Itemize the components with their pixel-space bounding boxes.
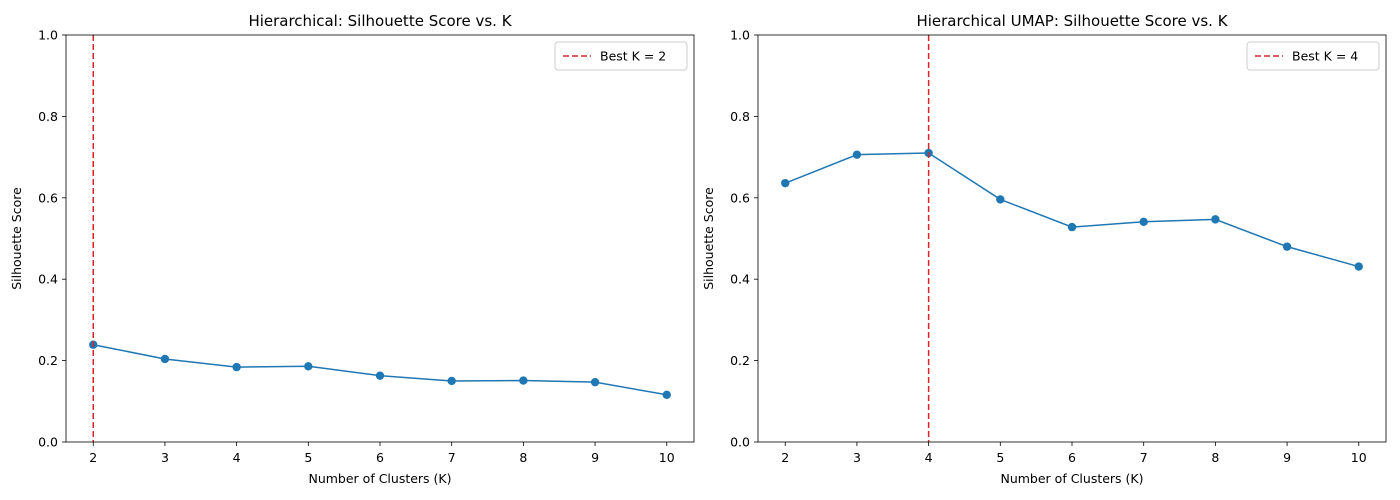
data-point: [447, 376, 456, 386]
data-point: [160, 354, 170, 364]
data-point: [232, 362, 241, 372]
x-tick-label: 7: [448, 450, 456, 465]
data-point: [662, 390, 671, 399]
chart-title: Hierarchical UMAP: Silhouette Score vs. …: [916, 12, 1228, 30]
data-point: [375, 371, 385, 380]
y-tick-label: 0.4: [38, 272, 58, 287]
data-point: [519, 376, 528, 385]
y-tick-label: 0.0: [38, 435, 58, 450]
data-point: [1139, 217, 1148, 227]
series-line: [784, 152, 1359, 268]
y-tick-label: 0.6: [38, 190, 58, 205]
data-point: [852, 150, 862, 159]
legend: Best K = 2: [554, 41, 688, 71]
chart-panel-2: Hierarchical UMAP: Silhouette Score vs. …: [701, 12, 1387, 486]
x-tick-label: 6: [1068, 450, 1076, 465]
y-tick-label: 0.4: [730, 272, 750, 287]
x-tick-label: 4: [233, 450, 241, 465]
chart-panel-1: Hierarchical: Silhouette Score vs. K 2 3 4 5…: [9, 12, 695, 486]
y-tick-label: 1.0: [730, 28, 750, 43]
x-tick-label: 9: [591, 450, 599, 465]
x-tick-label: 2: [781, 450, 789, 465]
x-axis-label: Number of Clusters (K): [308, 471, 451, 486]
data-point: [1067, 222, 1077, 232]
legend-label: Best K = 2: [600, 49, 666, 64]
legend-box: [554, 41, 688, 71]
data-point: [590, 377, 600, 387]
y-tick-label: 0.6: [730, 190, 750, 205]
y-tick-label: 0.2: [38, 353, 58, 368]
x-tick-label: 4: [925, 450, 933, 465]
x-tick-label: 7: [1140, 450, 1148, 465]
x-tick-label: 10: [659, 450, 675, 465]
x-tick-label: 6: [376, 450, 384, 465]
legend: Best K = 4: [1246, 41, 1380, 71]
chart-title: Hierarchical: Silhouette Score vs. K: [248, 12, 512, 30]
axes-frame: [65, 34, 695, 443]
x-tick-label: 5: [996, 450, 1004, 465]
x-tick-label: 3: [853, 450, 861, 465]
x-tick-label: 8: [1211, 450, 1219, 465]
data-point: [996, 195, 1005, 204]
y-tick-label: 0.8: [38, 109, 58, 124]
data-point: [304, 362, 313, 371]
data-point: [1211, 215, 1220, 224]
legend-box: [1246, 41, 1380, 71]
y-axis-label: Silhouette Score: [9, 187, 24, 290]
y-tick-label: 0.2: [730, 353, 750, 368]
data-point: [1354, 262, 1363, 271]
x-tick-label: 9: [1283, 450, 1291, 465]
x-tick-label: 10: [1351, 450, 1367, 465]
axes-frame: [757, 34, 1387, 443]
x-tick-label: 3: [161, 450, 169, 465]
y-tick-label: 1.0: [38, 28, 58, 43]
series-line: [93, 343, 667, 396]
legend-label: Best K = 4: [1292, 49, 1358, 64]
x-tick-label: 8: [519, 450, 527, 465]
data-point: [1282, 242, 1292, 251]
y-tick-label: 0.0: [730, 435, 750, 450]
y-tick-label: 0.8: [730, 109, 750, 124]
data-point: [781, 178, 790, 188]
x-axis-label: Number of Clusters (K): [1000, 471, 1143, 486]
x-tick-label: 5: [304, 450, 312, 465]
x-tick-label: 2: [89, 450, 97, 465]
y-axis-label: Silhouette Score: [701, 187, 716, 290]
